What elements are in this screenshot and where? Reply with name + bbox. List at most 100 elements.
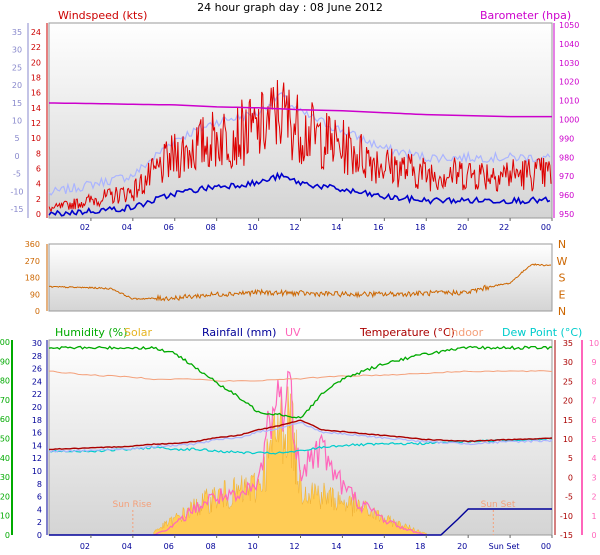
barometer-tick-label: 980 — [559, 153, 574, 162]
windspeed-outer-tick-label: 5 — [14, 134, 19, 143]
sun-rise-label: Sun Rise — [113, 500, 152, 510]
windspeed-tick-label: 22 — [31, 43, 41, 52]
bottom-x-tick-label: 20 — [457, 542, 467, 551]
top-axes-group: 35302520151050-5-10-15242220181614121086… — [10, 21, 579, 232]
windspeed-tick-label: 2 — [36, 195, 41, 204]
barometer-tick-label: 960 — [559, 191, 574, 200]
top-x-tick-label: 00 — [541, 223, 551, 232]
windspeed-tick-label: 24 — [31, 28, 41, 37]
windspeed-tick-label: 16 — [31, 89, 41, 98]
chart-title: 24 hour graph day : 08 June 2012 — [197, 1, 383, 14]
rainfall-tick-label: 28 — [32, 352, 42, 361]
windspeed-tick-label: 4 — [36, 180, 41, 189]
barometer-tick-label: 970 — [559, 172, 574, 181]
humidity-tick-label: 10 — [0, 512, 10, 521]
windspeed-outer-tick-label: 15 — [12, 99, 22, 108]
top-x-tick-label: 18 — [415, 223, 425, 232]
bottom-axes-group: 1009080706050403020100302826242220181614… — [0, 338, 599, 551]
top-x-tick-label: 16 — [373, 223, 383, 232]
top-series-group — [48, 79, 552, 217]
windspeed-outer-tick-label: 30 — [12, 46, 22, 55]
top-x-tick-label: 12 — [289, 223, 299, 232]
temperature-tick-label: 15 — [563, 416, 573, 425]
windspeed-tick-label: 6 — [36, 165, 41, 174]
uv-tick-label: 2 — [591, 493, 596, 502]
temperature-tick-label: 20 — [563, 397, 573, 406]
bottom-x-tick-label: 10 — [247, 542, 257, 551]
windspeed-tick-label: 20 — [31, 58, 41, 67]
humidity-tick-label: 0 — [5, 531, 10, 540]
legend-humidity: Humidity (%) — [55, 326, 127, 339]
indoor-temp-line — [49, 370, 553, 382]
uv-tick-label: 4 — [591, 454, 596, 463]
compass-label: W — [557, 255, 568, 268]
top-x-tick-label: 04 — [122, 223, 132, 232]
humidity-tick-label: 80 — [0, 377, 10, 386]
uv-tick-label: 8 — [591, 377, 596, 386]
bottom-x-tick-label: Sun Set — [489, 542, 520, 551]
wind-direction-tick-label: 270 — [25, 257, 40, 266]
top-x-tick-label: 22 — [499, 223, 509, 232]
uv-tick-label: 5 — [591, 435, 596, 444]
temperature-tick-label: -10 — [560, 512, 573, 521]
barometer-tick-label: 950 — [559, 210, 574, 219]
temperature-tick-label: -15 — [560, 531, 573, 540]
windspeed-outer-tick-label: 25 — [12, 63, 22, 72]
uv-tick-label: 1 — [591, 512, 596, 521]
temperature-tick-label: 10 — [563, 435, 573, 444]
uv-tick-label: 6 — [591, 416, 596, 425]
bottom-series-group — [48, 345, 553, 536]
barometer-tick-label: 1030 — [559, 59, 579, 68]
humidity-tick-label: 50 — [0, 435, 10, 444]
top-x-tick-label: 14 — [331, 223, 341, 232]
windspeed-tick-label: 0 — [36, 210, 41, 219]
wind-direction-plot-area — [48, 243, 553, 312]
wind-average-line — [48, 171, 551, 217]
top-x-tick-label: 10 — [247, 223, 257, 232]
windspeed-tick-label: 14 — [31, 104, 41, 113]
wind-direction-tick-label: 0 — [35, 307, 40, 316]
bottom-x-tick-label: 00 — [541, 542, 551, 551]
windspeed-outer-tick-label: -15 — [10, 205, 23, 214]
windspeed-outer-tick-label: 0 — [14, 152, 19, 161]
bottom-x-tick-label: 04 — [122, 542, 132, 551]
temperature-tick-label: -5 — [565, 493, 573, 502]
uv-line — [153, 370, 426, 536]
temperature-tick-label: 0 — [568, 473, 573, 482]
rainfall-tick-label: 22 — [32, 390, 42, 399]
windspeed-tick-label: 8 — [36, 149, 41, 158]
rainfall-tick-label: 2 — [37, 518, 42, 527]
legend-solar: Solar — [124, 326, 153, 339]
rainfall-tick-label: 16 — [32, 429, 42, 438]
rainfall-tick-label: 14 — [32, 441, 42, 450]
uv-tick-label: 9 — [591, 358, 596, 367]
rainfall-tick-label: 10 — [32, 467, 42, 476]
temperature-tick-label: 5 — [568, 454, 573, 463]
wind-direction-tick-label: 180 — [25, 274, 40, 283]
windspeed-outer-tick-label: -5 — [13, 170, 21, 179]
uv-tick-label: 7 — [591, 397, 596, 406]
apparent-temp-line — [49, 421, 553, 453]
legend-indoor: Indoor — [448, 326, 484, 339]
legend-dew-point: Dew Point (°C) — [502, 326, 582, 339]
compass-label: N — [558, 238, 566, 251]
humidity-line — [48, 345, 553, 419]
humidity-tick-label: 30 — [0, 473, 10, 482]
bottom-x-tick-label: 12 — [289, 542, 299, 551]
rainfall-line — [49, 508, 552, 536]
rainfall-tick-label: 20 — [32, 403, 42, 412]
rainfall-tick-label: 30 — [32, 339, 42, 348]
temperature-tick-label: 25 — [563, 377, 573, 386]
rainfall-tick-label: 8 — [37, 480, 42, 489]
humidity-tick-label: 90 — [0, 357, 10, 366]
windspeed-outer-tick-label: -10 — [10, 187, 23, 196]
windspeed-line — [48, 79, 552, 213]
rainfall-tick-label: 18 — [32, 416, 42, 425]
compass-label: N — [558, 305, 566, 318]
compass-label: S — [559, 272, 566, 285]
sun-set-label: Sun Set — [481, 500, 516, 510]
bottom-x-tick-label: 06 — [164, 542, 174, 551]
barometer-axis-title: Barometer (hpa) — [480, 9, 571, 22]
